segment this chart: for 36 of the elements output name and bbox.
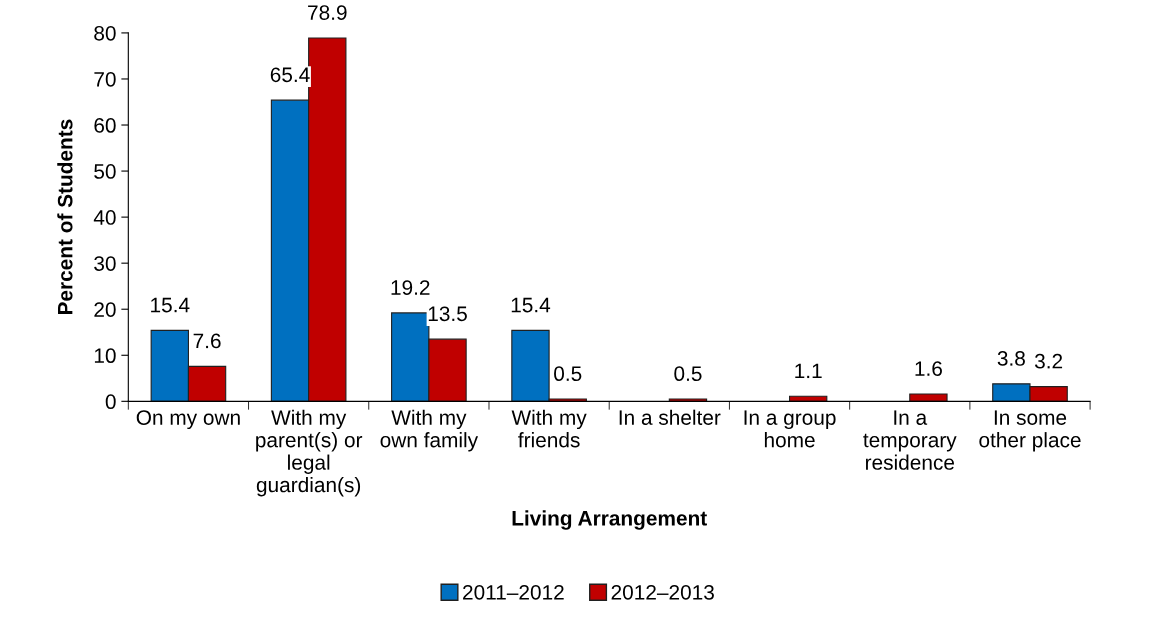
legend-label: 2012–2013 <box>611 584 714 600</box>
y-tick-label: 10 <box>94 348 116 364</box>
x-tick-label: On my own <box>136 410 240 430</box>
legend-label: 2011–2012 <box>463 584 564 600</box>
x-tick-label: With my parent(s) or legal guardian(s) <box>256 409 363 497</box>
data-label: 1.1 <box>795 363 822 379</box>
y-tick-label: 80 <box>94 25 116 41</box>
x-tick-label: In a shelter <box>619 409 721 425</box>
data-label: 3.2 <box>1034 353 1063 369</box>
data-label: 13.5 <box>428 306 467 322</box>
bar <box>909 393 948 402</box>
x-tick-label: In a group home <box>744 410 836 448</box>
x-tick-label: In some other place <box>979 410 1081 452</box>
y-tick-label: 70 <box>94 71 116 87</box>
y-tick-label: 30 <box>94 256 116 271</box>
data-label: 15.4 <box>151 297 190 313</box>
data-label: 15.4 <box>511 297 551 313</box>
data-label: 0.5 <box>554 366 582 382</box>
y-tick-label: 20 <box>94 302 116 317</box>
x-tick-label: With my own family <box>380 409 479 452</box>
data-label: 7.6 <box>193 333 221 349</box>
x-tick-label: In a temporary residence <box>863 410 957 470</box>
y-tick-label: 0 <box>105 394 116 410</box>
x-axis-title: Living Arrangement <box>512 510 707 530</box>
bar <box>668 398 708 402</box>
data-label: 65.4 <box>270 67 310 83</box>
y-tick-label: 60 <box>94 118 116 133</box>
x-tick-label: With my friends <box>511 409 587 448</box>
data-label: 19.2 <box>391 280 430 295</box>
y-axis-title: Percent of Students <box>57 119 73 315</box>
data-label: 0.5 <box>674 366 702 382</box>
y-tick-label: 50 <box>94 164 116 179</box>
data-label: 1.6 <box>915 361 942 376</box>
data-label: 3.8 <box>997 351 1025 366</box>
data-label: 78.9 <box>308 5 347 20</box>
y-tick-label: 40 <box>93 210 116 225</box>
